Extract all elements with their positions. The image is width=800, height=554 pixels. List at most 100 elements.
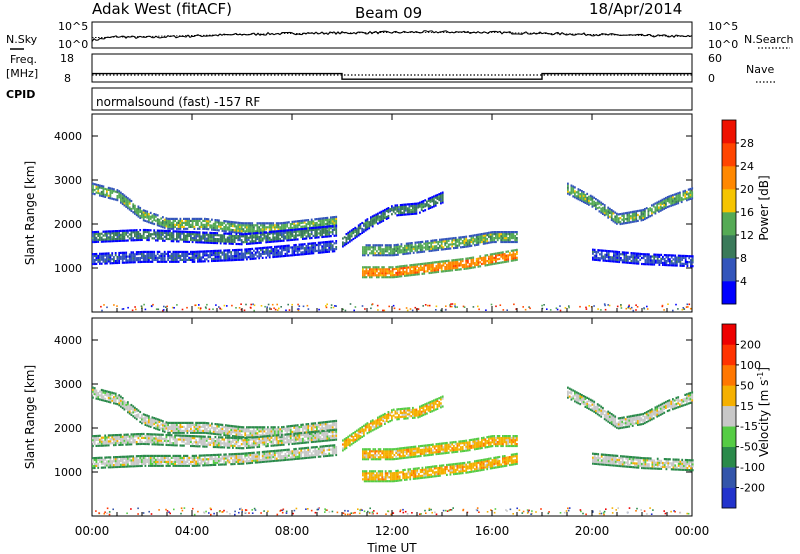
velocity-gate xyxy=(246,430,248,433)
power-gate xyxy=(433,195,435,198)
velocity-gate xyxy=(132,411,135,414)
power-gate xyxy=(137,205,140,208)
power-colorbar-label: Power [dB] xyxy=(757,175,771,240)
power-gate xyxy=(441,193,444,196)
velocity-gate xyxy=(226,428,229,431)
velocity-gate xyxy=(156,428,159,431)
power-gate xyxy=(442,270,445,273)
power-gate xyxy=(366,226,369,229)
power-gate xyxy=(354,234,357,237)
power-gate xyxy=(621,261,624,264)
power-gate xyxy=(409,270,412,273)
power-gate xyxy=(230,224,233,227)
power-gate xyxy=(207,241,210,244)
power-gate xyxy=(667,254,670,257)
power-gate xyxy=(314,218,317,221)
power-gate xyxy=(409,248,412,251)
power-gate xyxy=(135,237,138,240)
velocity-gate xyxy=(284,427,287,430)
power-gate xyxy=(131,309,134,312)
velocity-gate xyxy=(137,442,140,446)
power-gate xyxy=(331,222,334,225)
power-gate xyxy=(263,224,266,227)
power-gate xyxy=(682,194,685,197)
velocity-gate xyxy=(99,444,101,447)
nave-label: Nave xyxy=(746,63,774,76)
power-gate xyxy=(395,247,398,250)
power-gate xyxy=(433,199,435,202)
power-gate xyxy=(430,239,433,242)
power-gate xyxy=(433,197,435,200)
power-gate xyxy=(249,232,252,235)
power-gate xyxy=(495,262,497,265)
power-gate xyxy=(155,308,158,310)
velocity-gate xyxy=(307,428,310,432)
power-gate xyxy=(165,223,168,226)
power-gate xyxy=(432,249,434,252)
velocity-gate xyxy=(235,425,238,428)
power-gate xyxy=(372,250,375,253)
power-gate xyxy=(134,229,136,232)
velocity-gate xyxy=(100,440,103,443)
power-gate xyxy=(438,197,441,200)
power-gate xyxy=(677,194,680,197)
velocity-gate xyxy=(330,420,332,423)
power-gate xyxy=(495,240,497,244)
power-gate xyxy=(655,255,657,258)
power-gate xyxy=(148,237,150,240)
power-gate xyxy=(672,194,674,197)
velocity-gate xyxy=(205,424,208,427)
power-gate xyxy=(160,237,163,240)
power-gate xyxy=(321,247,324,250)
velocity-gate xyxy=(242,430,245,433)
power-gate xyxy=(454,260,457,264)
power-gate xyxy=(644,210,646,213)
velocity-gate xyxy=(158,426,161,429)
power-gate xyxy=(676,260,678,263)
power-gate xyxy=(328,222,331,225)
power-gate xyxy=(349,236,351,239)
power-gate xyxy=(666,205,669,209)
power-gate xyxy=(305,223,308,226)
velocity-gate xyxy=(106,438,108,441)
power-gate xyxy=(388,276,391,279)
power-gate xyxy=(619,213,622,216)
power-gate xyxy=(371,219,374,222)
power-gate xyxy=(593,196,596,199)
power-gate xyxy=(97,188,100,191)
velocity-gate xyxy=(277,428,280,431)
power-gate xyxy=(481,236,483,240)
power-gate xyxy=(382,219,385,222)
power-gate xyxy=(104,262,107,265)
power-gate xyxy=(503,260,506,264)
power-gate xyxy=(399,205,402,209)
power-gate xyxy=(386,250,389,253)
velocity-gate xyxy=(106,436,108,439)
power-gate xyxy=(132,239,135,242)
power-gate xyxy=(679,193,681,196)
power-gate xyxy=(567,186,569,189)
power-gate xyxy=(165,225,168,228)
power-colorbar-tick-label: 12 xyxy=(740,229,754,242)
power-gate xyxy=(449,237,452,240)
power-gate xyxy=(401,213,404,216)
velocity-gate xyxy=(232,425,234,428)
power-gate xyxy=(149,233,152,236)
power-gate xyxy=(177,240,180,243)
power-gate xyxy=(225,240,227,243)
power-gate xyxy=(114,261,117,265)
power-gate xyxy=(191,252,194,255)
velocity-gate xyxy=(239,431,241,434)
power-gate xyxy=(363,266,366,269)
power-gate xyxy=(507,231,510,234)
power-gate xyxy=(602,210,604,213)
power-gate xyxy=(383,268,385,271)
velocity-gate xyxy=(174,429,176,432)
power-gate xyxy=(689,195,692,198)
power-gate xyxy=(617,219,620,222)
power-gate xyxy=(691,191,694,194)
power-gate xyxy=(181,230,183,233)
velocity-gate xyxy=(323,427,325,430)
velocity-gate xyxy=(291,432,294,435)
power-gate xyxy=(675,198,678,201)
